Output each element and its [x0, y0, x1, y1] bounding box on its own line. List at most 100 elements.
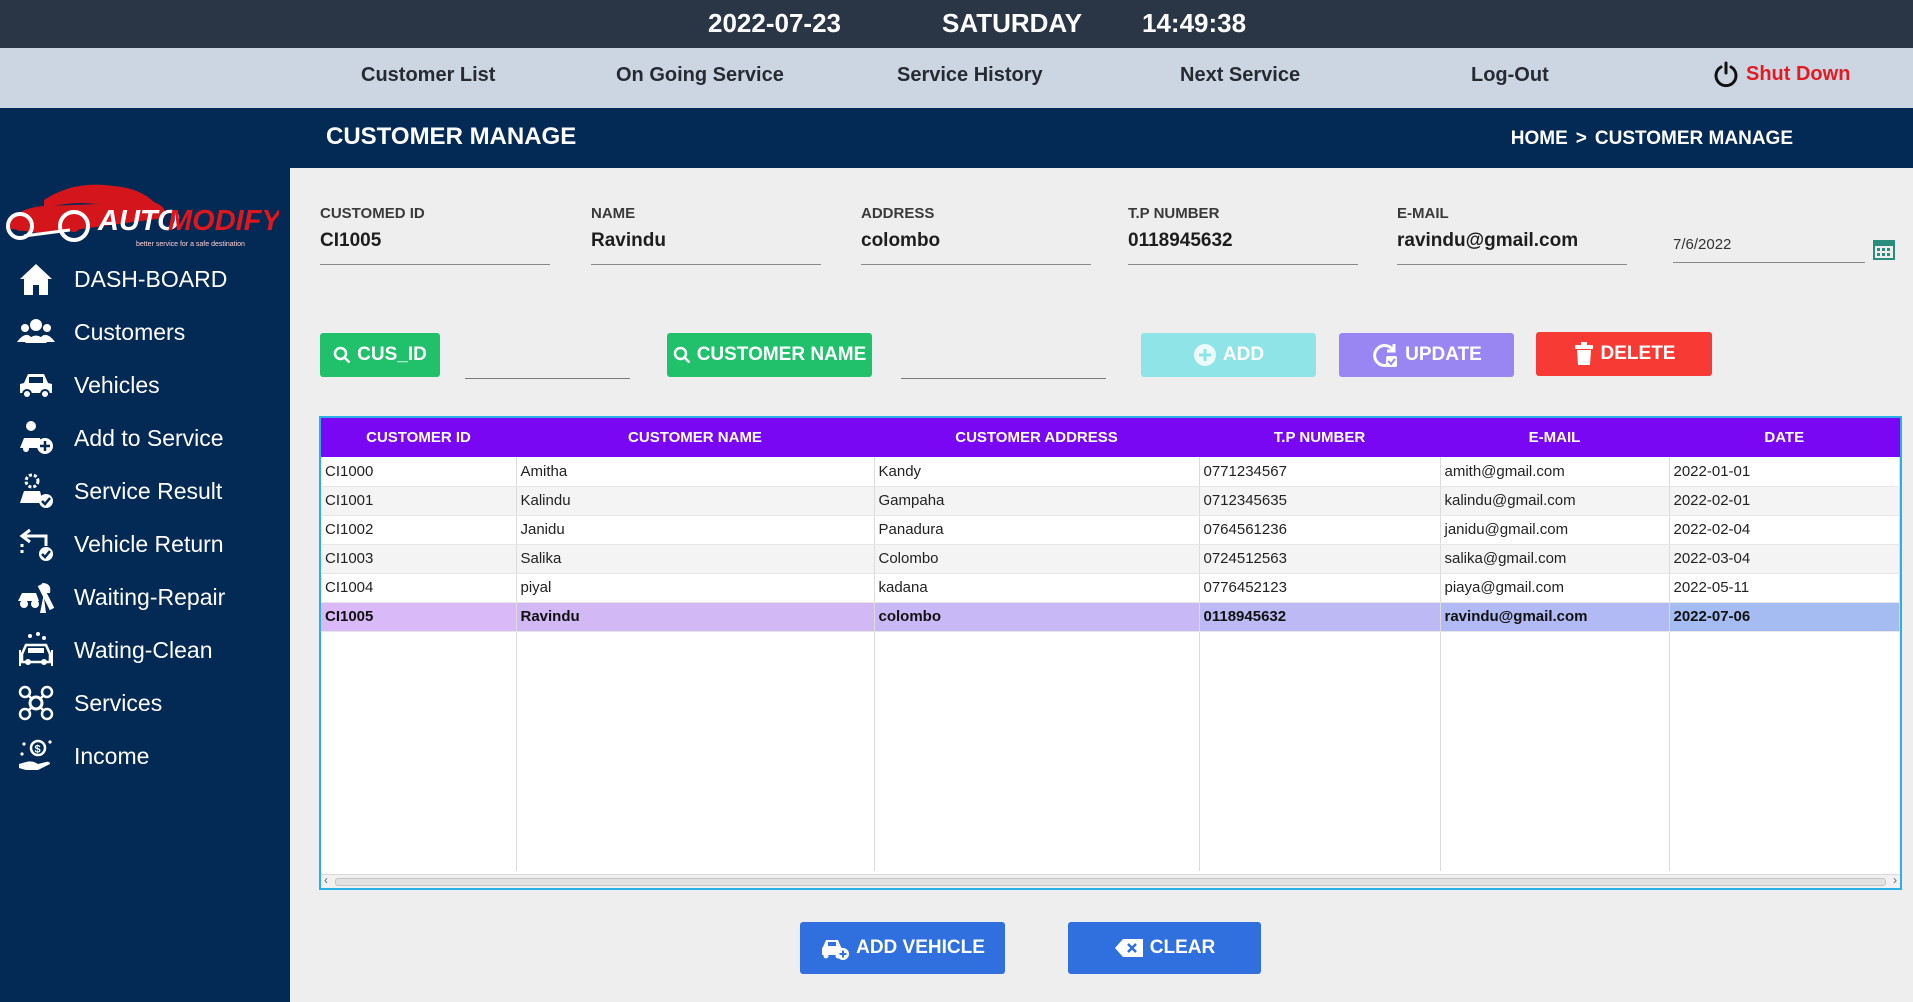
cell-customer-id: CI1003	[321, 544, 517, 574]
sidebar-item-service-result[interactable]: Service Result	[14, 466, 284, 516]
table-row-selected[interactable]: CI1005 Ravindu colombo 0118945632 ravind…	[321, 602, 1900, 632]
cell-customer-id: CI1002	[321, 515, 517, 545]
table-header-row: CUSTOMER ID CUSTOMER NAME CUSTOMER ADDRE…	[321, 418, 1900, 457]
add-label: ADD	[1222, 344, 1265, 365]
date-picker-field[interactable]: 7/6/2022	[1673, 236, 1865, 263]
cell-customer-id: CI1001	[321, 486, 517, 516]
cell-tp-number: 0118945632	[1199, 602, 1441, 632]
search-by-id-button[interactable]: CUS_ID	[320, 333, 440, 377]
add-service-icon	[14, 416, 58, 460]
cell-tp-number: 0764561236	[1199, 515, 1441, 545]
current-time: 14:49:38	[1142, 8, 1247, 38]
email-label: E-MAIL	[1397, 205, 1449, 222]
table-row[interactable]: CI1003 Salika Colombo 0724512563 salika@…	[321, 544, 1900, 574]
column-header-tp-number[interactable]: T.P NUMBER	[1199, 418, 1440, 457]
nav-logout[interactable]: Log-Out	[1471, 64, 1549, 86]
address-input[interactable]	[861, 230, 1091, 265]
customer-id-input[interactable]	[320, 230, 550, 265]
cell-date: 2022-01-01	[1669, 457, 1900, 487]
income-icon: $	[14, 734, 58, 778]
nav-ongoing-service[interactable]: On Going Service	[616, 64, 784, 86]
add-vehicle-button[interactable]: ADD VEHICLE	[800, 922, 1005, 974]
cell-tp-number: 0724512563	[1199, 544, 1441, 574]
column-header-email[interactable]: E-MAIL	[1440, 418, 1669, 457]
page-header: CUSTOMER MANAGE HOME > CUSTOMER MANAGE	[290, 108, 1913, 168]
nav-next-service[interactable]: Next Service	[1180, 64, 1301, 86]
cell-date: 2022-02-04	[1669, 515, 1900, 545]
tp-number-input[interactable]	[1128, 230, 1358, 265]
column-header-customer-id[interactable]: CUSTOMER ID	[321, 418, 516, 457]
sidebar-item-income[interactable]: $ Income	[14, 731, 284, 781]
cell-customer-name: piyal	[516, 573, 875, 603]
nav-service-history[interactable]: Service History	[897, 64, 1043, 86]
clean-icon	[14, 628, 58, 672]
sidebar-item-add-to-service[interactable]: Add to Service	[14, 413, 284, 463]
search-by-id-label: CUS_ID	[357, 344, 427, 365]
column-header-customer-address[interactable]: CUSTOMER ADDRESS	[874, 418, 1199, 457]
column-header-date[interactable]: DATE	[1669, 418, 1900, 457]
vehicle-return-icon	[14, 522, 58, 566]
sidebar-item-waiting-repair[interactable]: Waiting-Repair	[14, 572, 284, 622]
name-input[interactable]	[591, 230, 821, 265]
search-by-name-button[interactable]: CUSTOMER NAME	[667, 333, 872, 377]
cell-email: janidu@gmail.com	[1440, 515, 1670, 545]
sidebar-item-label: Vehicle Return	[74, 530, 224, 557]
cell-customer-address: kadana	[874, 573, 1200, 603]
table-row[interactable]: CI1001 Kalindu Gampaha 0712345635 kalind…	[321, 486, 1900, 516]
cell-customer-address: colombo	[874, 602, 1200, 632]
current-day: SATURDAY	[942, 8, 1083, 38]
search-icon	[333, 346, 351, 364]
cell-date: 2022-03-04	[1669, 544, 1900, 574]
clear-button[interactable]: CLEAR	[1068, 922, 1261, 974]
cell-email: kalindu@gmail.com	[1440, 486, 1670, 516]
name-label: NAME	[591, 205, 636, 222]
table-row[interactable]: CI1004 piyal kadana 0776452123 piaya@gma…	[321, 573, 1900, 603]
power-icon	[1714, 61, 1738, 88]
shutdown-button[interactable]: Shut Down	[1712, 60, 1850, 88]
breadcrumb-home[interactable]: HOME	[1510, 128, 1568, 149]
search-name-input[interactable]	[901, 378, 1106, 379]
cell-customer-name: Kalindu	[516, 486, 875, 516]
search-id-input[interactable]	[465, 378, 630, 379]
cell-customer-address: Kandy	[874, 457, 1200, 487]
logo-tagline: better service for a safe destination	[136, 241, 245, 248]
cell-date: 2022-07-06	[1669, 602, 1900, 632]
sidebar-item-wating-clean[interactable]: Wating-Clean	[14, 625, 284, 675]
cell-customer-address: Colombo	[874, 544, 1200, 574]
delete-label: DELETE	[1600, 343, 1676, 364]
sidebar-item-customers[interactable]: Customers	[14, 307, 284, 357]
sidebar-item-dashboard[interactable]: DASH-BOARD	[14, 254, 284, 304]
horizontal-scrollbar[interactable]: ‹ ›	[321, 873, 1900, 888]
table-row[interactable]: CI1002 Janidu Panadura 0764561236 janidu…	[321, 515, 1900, 545]
nav-customer-list[interactable]: Customer List	[361, 64, 496, 86]
update-button[interactable]: UPDATE	[1339, 333, 1514, 377]
top-status-bar: 2022-07-23 SATURDAY 14:49:38	[0, 0, 1913, 48]
sidebar-item-label: Customers	[74, 318, 186, 345]
tp-number-label: T.P NUMBER	[1128, 205, 1220, 222]
email-input[interactable]	[1397, 230, 1627, 265]
cell-customer-id: CI1000	[321, 457, 517, 487]
cell-customer-address: Gampaha	[874, 486, 1200, 516]
sidebar-item-vehicles[interactable]: Vehicles	[14, 360, 284, 410]
table-row[interactable]: CI1000 Amitha Kandy 0771234567 amith@gma…	[321, 457, 1900, 487]
sidebar-item-vehicle-return[interactable]: Vehicle Return	[14, 519, 284, 569]
home-icon	[14, 257, 58, 301]
scrollbar-thumb[interactable]	[335, 878, 1886, 886]
calendar-icon[interactable]	[1873, 238, 1895, 265]
cell-email: ravindu@gmail.com	[1440, 602, 1670, 632]
add-button[interactable]: ADD	[1141, 333, 1316, 377]
sidebar: AUTO MODIFY better service for a safe de…	[0, 108, 290, 1002]
sidebar-item-label: Services	[74, 689, 163, 716]
scroll-left-icon[interactable]: ‹	[324, 873, 328, 887]
refresh-icon	[1373, 344, 1398, 367]
logo-word-auto: AUTO	[97, 205, 180, 237]
sidebar-item-services[interactable]: Services	[14, 678, 284, 728]
add-car-icon	[822, 940, 850, 960]
column-header-customer-name[interactable]: CUSTOMER NAME	[516, 418, 874, 457]
scroll-right-icon[interactable]: ›	[1893, 873, 1897, 887]
cell-customer-name: Amitha	[516, 457, 875, 487]
name-field-group: NAME	[591, 205, 821, 265]
delete-button[interactable]: DELETE	[1536, 332, 1712, 376]
services-icon	[14, 681, 58, 725]
sidebar-item-label: Service Result	[74, 477, 223, 504]
